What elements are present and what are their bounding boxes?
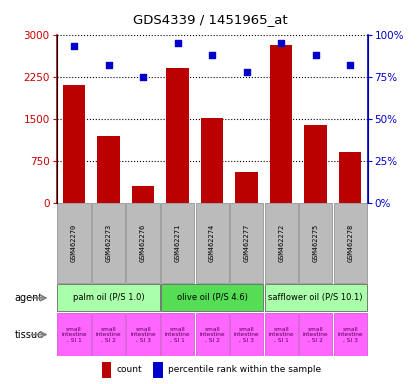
Text: olive oil (P/S 4.6): olive oil (P/S 4.6): [177, 293, 247, 303]
Point: [209, 52, 215, 58]
Text: GSM462270: GSM462270: [71, 224, 77, 262]
Bar: [333, 203, 367, 283]
Bar: [304, 126, 327, 203]
Bar: [270, 45, 292, 203]
Text: GSM462278: GSM462278: [347, 224, 353, 262]
Point: [140, 74, 147, 80]
Text: safflower oil (P/S 10.1): safflower oil (P/S 10.1): [268, 293, 363, 303]
Text: small
intestine
, SI 3: small intestine , SI 3: [337, 327, 363, 343]
Bar: [265, 313, 298, 356]
Bar: [102, 362, 111, 378]
Text: small
intestine
, SI 2: small intestine , SI 2: [199, 327, 225, 343]
Text: GSM462276: GSM462276: [140, 224, 146, 262]
Bar: [299, 313, 332, 356]
Text: GSM462275: GSM462275: [313, 224, 319, 262]
Bar: [299, 203, 332, 283]
Point: [174, 40, 181, 46]
Bar: [265, 285, 367, 311]
Bar: [166, 68, 189, 203]
Bar: [92, 203, 125, 283]
Text: count: count: [116, 365, 142, 374]
Bar: [161, 203, 194, 283]
Text: palm oil (P/S 1.0): palm oil (P/S 1.0): [73, 293, 144, 303]
Text: percentile rank within the sample: percentile rank within the sample: [168, 365, 321, 374]
Text: GDS4339 / 1451965_at: GDS4339 / 1451965_at: [133, 13, 287, 26]
Point: [105, 62, 112, 68]
Bar: [333, 313, 367, 356]
Text: GSM462271: GSM462271: [175, 224, 181, 262]
Text: small
intestine
, SI 2: small intestine , SI 2: [303, 327, 328, 343]
Text: small
intestine
, SI 1: small intestine , SI 1: [268, 327, 294, 343]
Point: [71, 43, 77, 50]
Point: [278, 40, 284, 46]
Bar: [161, 313, 194, 356]
Bar: [97, 136, 120, 203]
Bar: [230, 313, 263, 356]
Bar: [153, 362, 163, 378]
Point: [347, 62, 354, 68]
Text: GSM462272: GSM462272: [278, 224, 284, 262]
Bar: [201, 118, 223, 203]
Bar: [196, 203, 228, 283]
Bar: [339, 152, 362, 203]
Text: GSM462273: GSM462273: [105, 224, 111, 262]
Bar: [265, 203, 298, 283]
Bar: [92, 313, 125, 356]
Bar: [196, 313, 228, 356]
Text: small
intestine
, SI 3: small intestine , SI 3: [130, 327, 156, 343]
Bar: [126, 313, 160, 356]
Point: [243, 68, 250, 74]
Bar: [63, 85, 85, 203]
Bar: [58, 285, 160, 311]
Bar: [161, 285, 263, 311]
Bar: [58, 203, 91, 283]
Text: GSM462274: GSM462274: [209, 224, 215, 262]
Bar: [58, 313, 91, 356]
Point: [312, 52, 319, 58]
Bar: [132, 186, 154, 203]
Text: agent: agent: [15, 293, 43, 303]
Bar: [230, 203, 263, 283]
Text: small
intestine
, SI 1: small intestine , SI 1: [61, 327, 87, 343]
Bar: [235, 172, 258, 203]
Text: tissue: tissue: [15, 329, 44, 339]
Text: GSM462277: GSM462277: [244, 224, 249, 262]
Text: small
intestine
, SI 2: small intestine , SI 2: [96, 327, 121, 343]
Text: small
intestine
, SI 3: small intestine , SI 3: [234, 327, 260, 343]
Text: small
intestine
, SI 1: small intestine , SI 1: [165, 327, 190, 343]
Bar: [126, 203, 160, 283]
